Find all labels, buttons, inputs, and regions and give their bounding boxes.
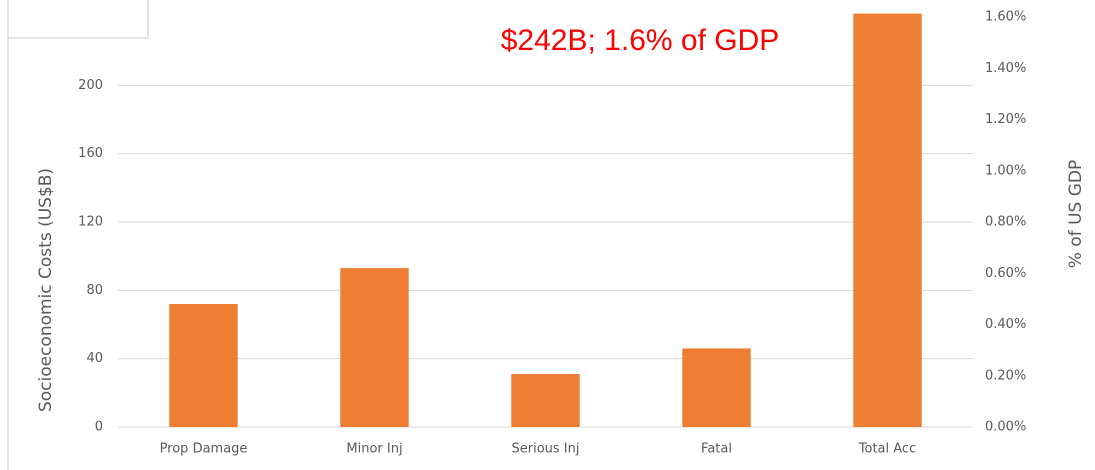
y2-tick-label: 1.00% — [985, 163, 1026, 178]
annotation: $242B; 1.6% of GDP — [501, 24, 780, 57]
bar — [853, 13, 922, 427]
bar — [682, 348, 751, 427]
bar — [511, 374, 580, 427]
overlay-panel — [7, 0, 149, 39]
y-tick-label: 80 — [86, 283, 103, 298]
y-tick-label: 160 — [78, 146, 103, 161]
y-tick-label: 40 — [86, 351, 103, 366]
y2-tick-label: 1.60% — [985, 10, 1026, 25]
y-axis-title: Socioeconomic Costs (US$B) — [36, 168, 56, 412]
y-tick-label: 200 — [78, 78, 103, 93]
y-tick-label: 120 — [78, 215, 103, 230]
y2-axis-title: % of US GDP — [1066, 160, 1086, 269]
y2-tick-label: 1.40% — [985, 61, 1026, 76]
y2-tick-label: 0.80% — [985, 215, 1026, 230]
x-tick-label: Minor Inj — [346, 442, 402, 457]
x-tick-label: Fatal — [701, 442, 732, 457]
y-tick-label: 0 — [95, 420, 103, 435]
y2-tick-label: 0.60% — [985, 266, 1026, 281]
y2-tick-label: 0.00% — [985, 420, 1026, 435]
y2-tick-label: 0.40% — [985, 317, 1026, 332]
bar — [169, 304, 238, 427]
y2-tick-label: 0.20% — [985, 368, 1026, 383]
x-tick-label: Total Acc — [858, 442, 916, 457]
x-tick-label: Serious Inj — [512, 442, 580, 457]
plot: 0 40 80 120 160 200 0.00% 0.20% 0.40% 0.60% 0.80% 1… — [7, 0, 1026, 470]
y2-tick-label: 1.20% — [985, 112, 1026, 127]
x-tick-label: Prop Damage — [160, 442, 248, 457]
bar — [340, 268, 409, 427]
